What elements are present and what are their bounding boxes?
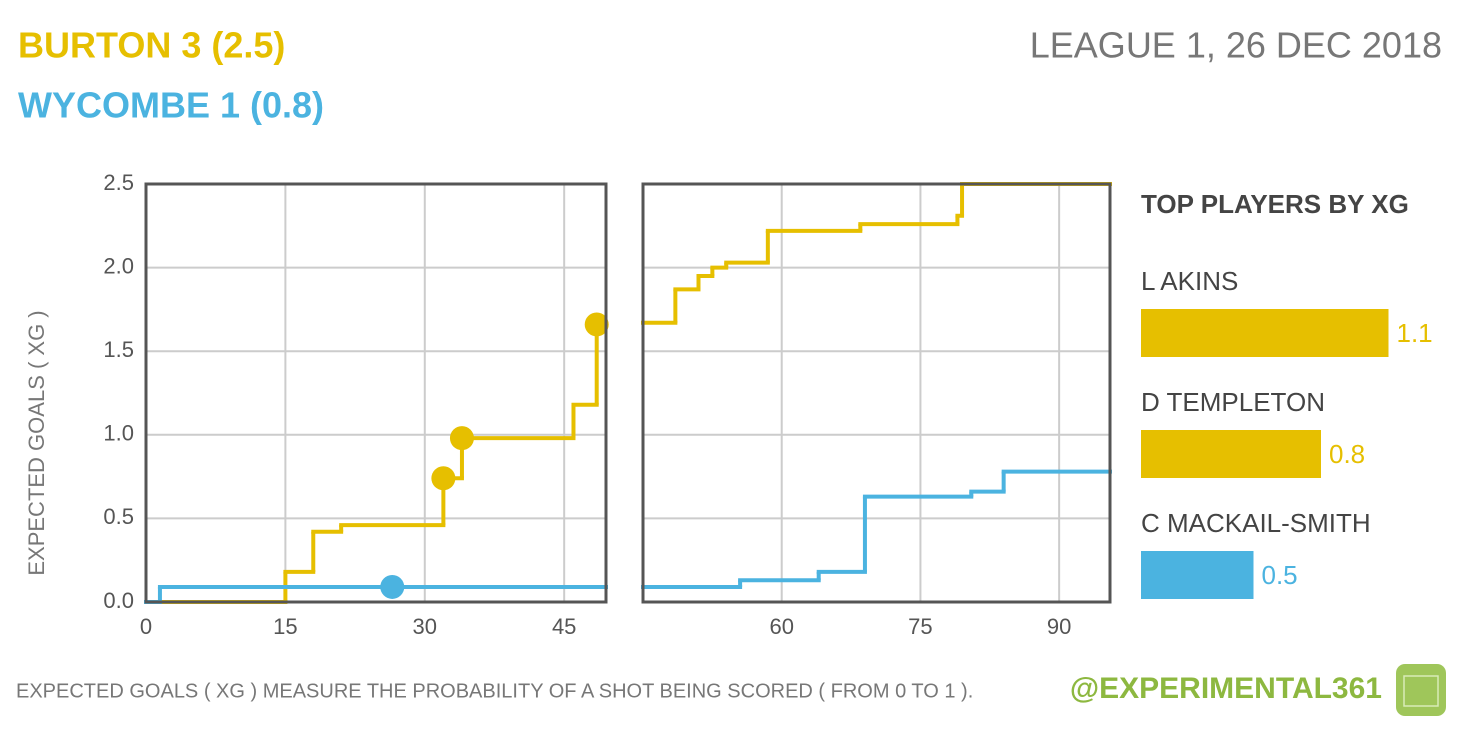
x-tick-label: 75	[908, 614, 932, 639]
bar-label: D TEMPLETON	[1141, 387, 1325, 417]
value-label: 0.5	[1262, 560, 1298, 590]
x-tick-label: 90	[1047, 614, 1071, 639]
goal-marker	[449, 426, 474, 451]
handle: @EXPERIMENTAL361	[1070, 672, 1382, 705]
y-tick-label: 1.5	[103, 337, 134, 362]
y-tick-label: 0.5	[103, 504, 134, 529]
away-score: WYCOMBE 1 (0.8)	[18, 85, 324, 126]
x-tick-label: 45	[552, 614, 576, 639]
bar	[1141, 430, 1321, 478]
x-tick-label: 15	[273, 614, 297, 639]
value-label: 0.8	[1329, 439, 1365, 469]
logo-pitch	[1403, 675, 1439, 707]
bar-label: L AKINS	[1141, 266, 1238, 296]
home-score: BURTON 3 (2.5)	[18, 25, 285, 66]
y-tick-label: 1.0	[103, 421, 134, 446]
plot-frame	[144, 182, 608, 604]
goal-marker	[380, 574, 405, 599]
logo-box	[1396, 664, 1446, 716]
x-tick-label: 60	[769, 614, 793, 639]
competition: LEAGUE 1, 26 DEC 2018	[1030, 25, 1442, 66]
y-tick-label: 0.0	[103, 588, 134, 613]
x-tick-label: 0	[140, 614, 152, 639]
logo	[1396, 664, 1446, 716]
plot-frame	[641, 182, 1112, 604]
bar-chart-title: TOP PLAYERS BY XG	[1141, 189, 1409, 219]
footnote: EXPECTED GOALS ( XG ) MEASURE THE PROBAB…	[16, 680, 973, 702]
value-label: 1.1	[1397, 318, 1433, 348]
y-tick-label: 2.0	[103, 253, 134, 278]
bar	[1141, 309, 1389, 357]
y-axis-label: EXPECTED GOALS ( XG )	[24, 310, 49, 575]
goal-marker	[431, 466, 456, 491]
x-tick-label: 30	[413, 614, 437, 639]
goal-marker	[584, 312, 609, 337]
y-tick-label: 2.5	[103, 170, 134, 195]
bar-label: C MACKAIL-SMITH	[1141, 508, 1371, 538]
bar	[1141, 551, 1254, 599]
